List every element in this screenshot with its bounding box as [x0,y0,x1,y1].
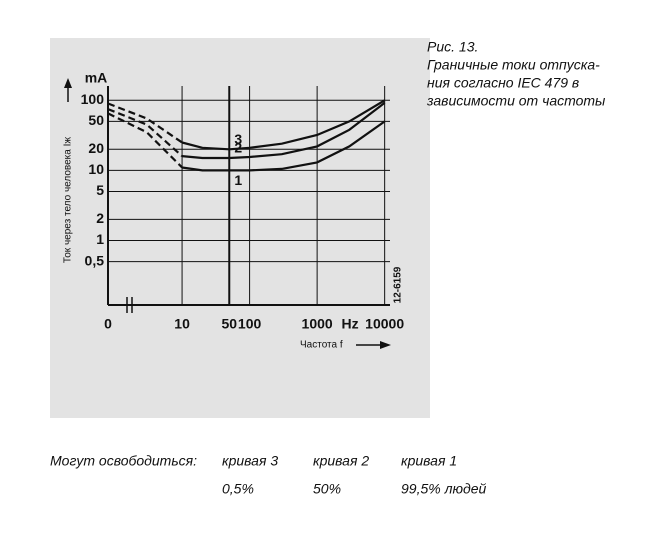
y-tick-label: 100 [81,91,105,107]
x-tick-label: 10000 [365,316,404,332]
caption-line: ния согласно IEC 479 в [427,75,579,91]
caption-line: Рис. 13. [427,39,478,55]
y-tick-label: 2 [96,210,104,226]
curve-label: 1 [234,172,242,188]
y-tick-label: 5 [96,182,104,198]
x-origin-label: 0 [104,316,112,332]
legend-share: 0,5% [222,481,254,497]
legend-share: 99,5% людей [401,481,487,497]
curve [107,102,183,144]
curve [181,99,386,151]
legend-heading: Могут освободиться: [50,453,197,469]
legend-share: 50% [313,481,341,497]
caption-line: Граничные токи отпуска- [427,57,600,73]
legend-curve: кривая 2 [313,453,369,469]
x-tick-label: 1000 [302,316,333,332]
y-tick-label: 1 [96,231,104,247]
x-tick-label: 50 [221,316,237,332]
legend-curve: кривая 1 [401,453,457,469]
curve-label: 3 [234,131,242,147]
y-arrow-head [64,78,72,88]
chart-background [50,38,430,418]
y-axis-label: Ток через тело человека Iж [63,137,74,263]
y-unit: mA [85,70,108,86]
curve [107,108,183,157]
curve [181,120,386,172]
curve [181,101,386,160]
x-arrow-head [380,341,391,349]
x-tick-label: 100 [238,316,262,332]
curve [107,112,183,169]
x-unit: Hz [342,316,359,332]
figure-code: 12-6159 [393,266,404,303]
caption-line: зависимости от частоты [426,93,606,109]
y-tick-label: 0,5 [85,252,105,268]
y-tick-label: 20 [88,140,104,156]
legend-curve: кривая 3 [222,453,278,469]
y-tick-label: 10 [88,161,104,177]
x-axis-label: Частота f [300,340,343,351]
y-tick-label: 50 [88,112,104,128]
x-tick-label: 10 [174,316,190,332]
